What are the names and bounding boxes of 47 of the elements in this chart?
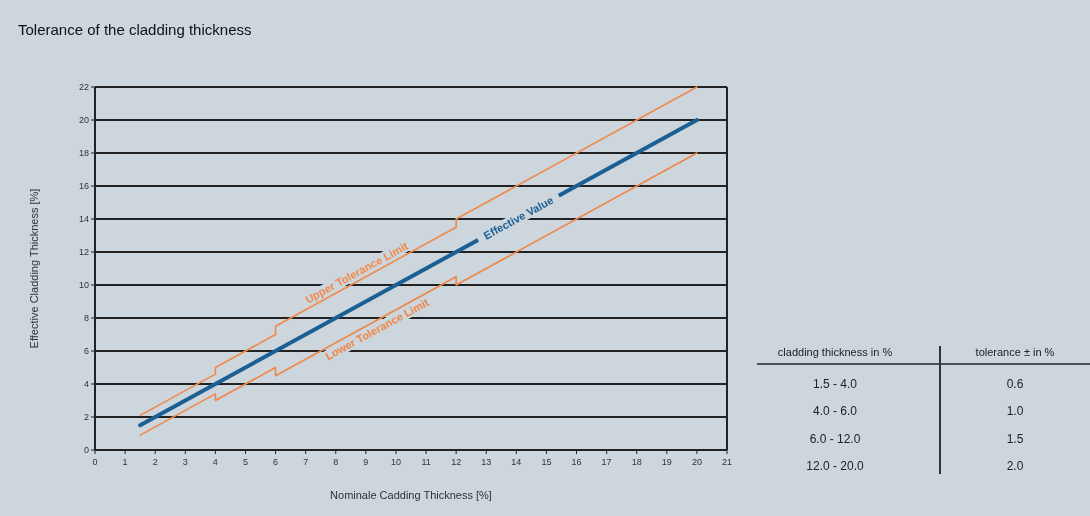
text: 0.6 xyxy=(1006,376,1024,391)
text: 1.5 - 4.0 xyxy=(812,376,858,391)
y-tick-label: 4 xyxy=(83,379,89,390)
x-tick-label: 1 xyxy=(122,457,128,467)
x-tick-label: 8 xyxy=(333,457,339,467)
x-tick-label: 10 xyxy=(390,457,401,467)
x-tick-label: 5 xyxy=(242,457,248,467)
x-tick-label: 17 xyxy=(601,457,612,467)
x-tick-label: 18 xyxy=(631,457,642,467)
y-tick-label: 16 xyxy=(78,181,89,192)
text: 12.0 - 20.0 xyxy=(806,459,865,473)
x-tick-label: 19 xyxy=(661,457,672,467)
text: cladding thickness in % xyxy=(777,346,893,358)
x-tick-label: 2 xyxy=(152,457,158,467)
text: 1.5 xyxy=(1006,431,1024,446)
y-tick-label: 0 xyxy=(83,445,89,456)
text: tolerance ± in % xyxy=(975,346,1055,358)
x-tick-label: 14 xyxy=(511,457,522,467)
x-tick-label: 13 xyxy=(481,457,492,467)
y-tick-label: 10 xyxy=(78,280,89,291)
x-tick-label: 16 xyxy=(571,457,582,467)
x-tick-label: 4 xyxy=(212,457,218,467)
x-tick-label: 6 xyxy=(273,457,279,467)
text: 1.0 xyxy=(1006,404,1024,418)
y-tick-label: 8 xyxy=(83,313,89,324)
x-tick-label: 21 xyxy=(721,457,733,467)
x-tick-label: 15 xyxy=(541,457,552,467)
text: 4.0 - 6.0 xyxy=(812,404,858,418)
y-tick-label: 14 xyxy=(78,214,89,225)
x-tick-label: 7 xyxy=(303,457,309,467)
chart-title: Tolerance of the cladding thickness xyxy=(18,21,252,38)
text: 2.0 xyxy=(1006,459,1024,473)
y-axis-title: Effective Cladding Thickness [%] xyxy=(28,188,40,349)
y-tick-label: 18 xyxy=(78,148,89,159)
y-tick-label: 2 xyxy=(83,412,89,423)
x-axis-title: Nominale Cadding Thickness [%] xyxy=(330,489,492,501)
y-tick-label: 20 xyxy=(78,115,89,126)
y-tick-label: 12 xyxy=(78,247,89,258)
x-tick-label: 0 xyxy=(92,457,98,467)
text: 6.0 - 12.0 xyxy=(809,431,861,446)
x-tick-label: 3 xyxy=(182,457,188,467)
x-tick-label: 11 xyxy=(421,457,431,467)
y-tick-label: 22 xyxy=(78,82,89,93)
x-tick-label: 9 xyxy=(363,457,369,467)
y-tick-label: 6 xyxy=(83,346,89,357)
x-tick-label: 20 xyxy=(691,457,702,467)
x-tick-label: 12 xyxy=(451,457,462,467)
